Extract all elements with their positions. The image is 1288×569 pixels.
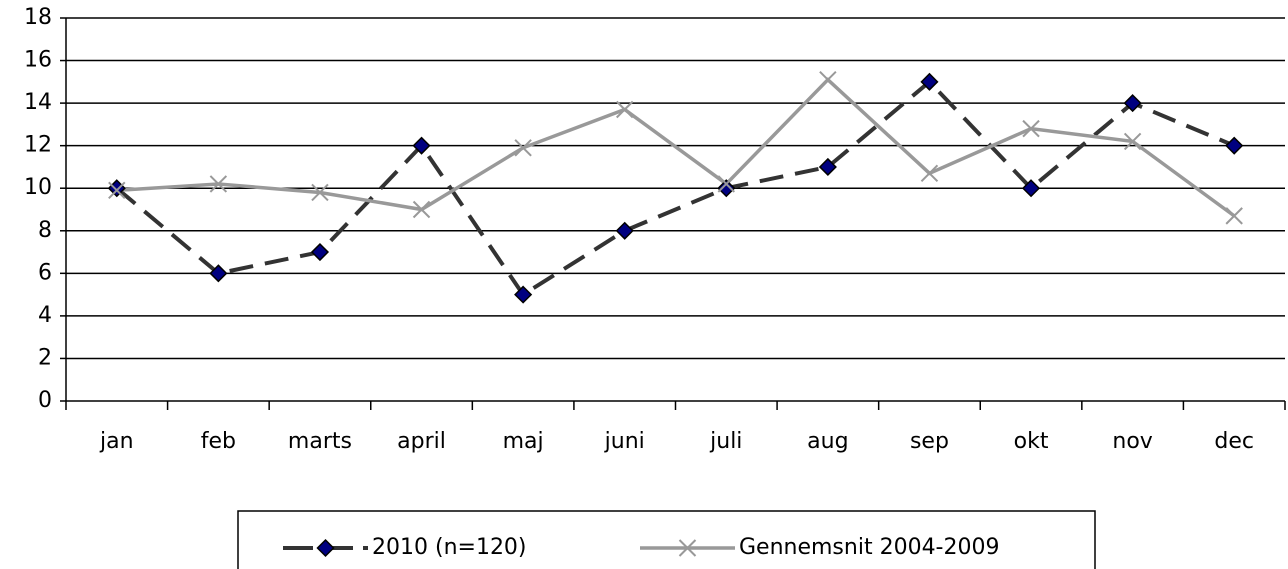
marker xyxy=(818,157,837,177)
marker xyxy=(1021,179,1041,198)
x-tick-label: aug xyxy=(807,429,848,454)
marker xyxy=(310,242,330,262)
y-tick-label: 4 xyxy=(38,303,52,328)
x-tick-label: feb xyxy=(201,429,236,454)
y-tick-label: 6 xyxy=(38,260,52,285)
marker xyxy=(209,175,228,193)
x-tick-label: nov xyxy=(1112,429,1152,454)
marker xyxy=(1225,136,1244,155)
x-tick-label: juni xyxy=(604,429,645,454)
marker xyxy=(1123,132,1142,151)
y-tick-label: 0 xyxy=(38,388,52,413)
x-tick-label: maj xyxy=(503,429,544,454)
x-tick-label: marts xyxy=(288,429,352,454)
marker xyxy=(514,285,533,304)
x-tick-label: juli xyxy=(709,429,742,454)
marker xyxy=(616,100,634,119)
x-tick-label: dec xyxy=(1214,429,1254,454)
y-tick-label: 18 xyxy=(24,5,52,30)
marker xyxy=(316,538,335,558)
x-tick-label: april xyxy=(397,429,446,454)
marker xyxy=(311,183,329,202)
x-tick-label: jan xyxy=(99,429,134,454)
marker xyxy=(1123,94,1142,113)
legend-label: 2010 (n=120) xyxy=(372,535,527,560)
legend-box xyxy=(237,510,1096,569)
marker xyxy=(1022,119,1040,138)
marker xyxy=(717,175,735,193)
marker xyxy=(920,164,939,183)
marker xyxy=(819,70,837,89)
marker xyxy=(412,200,431,219)
marker xyxy=(209,264,228,283)
marker xyxy=(514,139,532,157)
marker xyxy=(615,221,634,240)
y-tick-label: 8 xyxy=(38,218,52,243)
series-line xyxy=(116,77,1236,218)
x-tick-label: sep xyxy=(910,429,949,454)
marker xyxy=(412,136,431,155)
y-tick-label: 16 xyxy=(24,48,52,73)
y-tick-label: 12 xyxy=(24,133,52,158)
legend-label: Gennemsnit 2004-2009 xyxy=(739,535,1000,560)
y-tick-label: 10 xyxy=(24,175,52,200)
marker xyxy=(108,181,126,200)
marker xyxy=(717,179,736,198)
y-tick-label: 2 xyxy=(38,345,52,370)
marker xyxy=(1225,207,1243,225)
marker xyxy=(920,72,939,91)
series-line xyxy=(115,79,1235,298)
x-tick-label: okt xyxy=(1014,429,1049,454)
y-tick-label: 14 xyxy=(24,90,52,115)
marker xyxy=(678,539,697,557)
